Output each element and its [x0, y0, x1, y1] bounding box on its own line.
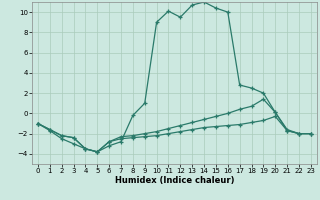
- X-axis label: Humidex (Indice chaleur): Humidex (Indice chaleur): [115, 176, 234, 185]
